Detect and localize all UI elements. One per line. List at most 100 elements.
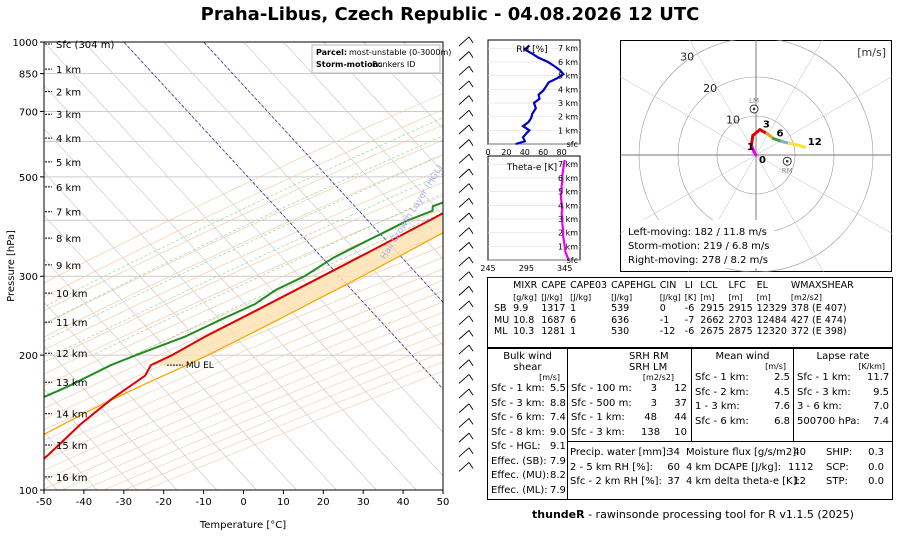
table-cell: EL [756,280,768,291]
y-tick-label: 100 [19,486,38,497]
list-item: 500700 hPa: 7.4 [797,415,889,430]
list-item-value: 500700 hPa: [797,415,860,427]
wind-barb [458,168,470,179]
list-item: Sfc - 1 km: 5.5 [491,382,566,397]
table-cell: [J/kg] [611,292,633,302]
x-tick-label: 40 [397,497,410,508]
table-cell: 636 [611,314,630,326]
list-item-value: Sfc - 3 km: [797,386,851,398]
list-item-value: 37 [667,476,680,487]
ring-label: 30 [680,50,694,63]
table-cell: 539 [611,303,630,314]
wind-barb-flag [468,388,474,396]
x-tick-label: 20 [317,497,330,508]
theta-e-title: Theta-e [K] [506,163,557,173]
wind-barb [458,124,470,135]
list-item-value: Sfc - HGL: [491,441,541,452]
profile-level-label: sfc [567,256,578,265]
height-label: 2 km [56,88,81,99]
legend-parcel-label: Parcel: [316,48,347,57]
wind-barb-flag [468,80,474,88]
height-label: 1 km [56,65,81,76]
list-item-value: 48 [644,412,657,423]
dry-adiabat [44,195,443,375]
y-tick-label: 300 [19,272,38,283]
list-item-value: Sfc - 2 km: [695,386,749,398]
profile-level-label: 7 km [558,160,578,169]
table-cell: 12329 [756,303,787,314]
dry-adiabat [124,361,443,490]
x-tick-label: -10 [195,497,211,508]
hodograph-height-label: 1 [747,142,754,153]
hodograph-spoke [755,40,823,156]
dry-adiabat [44,93,443,284]
list-item: Effec. (ML): 7.9 [491,484,566,499]
list-item-value: 6.8 [774,415,790,427]
isotherm [123,42,443,390]
profile-level-label: 6 km [558,174,578,183]
list-item: 1 - 3 km: 7.6 [695,400,790,415]
list-item-value: 0.0 [868,461,884,473]
list-item-value: 9.1 [550,441,566,452]
table-cell: MU [494,314,510,326]
profile-x-tick: 345 [557,264,572,273]
list-item: Sfc - 2 km RH [%]: 37 [570,475,682,490]
height-label: 7 km [56,208,81,219]
wind-barb [458,330,470,340]
height-label: 12 km [56,349,87,360]
parameters-table: MIXR CAPE CAPE03 CAPEHGL CIN LI LCL LFC EL WMAXSH… [487,277,893,348]
srh-panel: SRH RM SRH LM [m2/s2] Sfc - 100 m: 3 12 Sfc… [567,348,692,442]
list-item-value: 8.8 [550,397,566,409]
list-item: Sfc - 1 km: 11.7 [797,371,889,386]
profile-level-label: 2 km [558,229,578,238]
hodograph-height-label: 0 [759,155,766,166]
table-cell: LI [684,280,693,291]
table-cell: MIXR [513,280,538,291]
dry-adiabat [103,352,443,490]
list-item-value: 10 [674,426,687,438]
wind-barb-flag [468,66,474,73]
hodograph-units: [m/s] [857,46,886,59]
wind-barb-flag [468,432,474,440]
isotherm [44,84,417,490]
x-tick-label: -20 [156,497,172,508]
wind-barb-flag [468,198,474,205]
list-item-value: SHIP: [826,447,853,458]
profile-line [515,44,566,146]
list-item-value: Sfc - 6 km: [695,415,749,427]
wind-barb-flag [468,124,474,132]
list-item-value: Effec. (SB): [491,455,547,467]
profile-level-label: 5 km [558,188,578,197]
wind-barb-flag [468,36,474,44]
mean-wind-title: Mean wind [715,351,770,362]
table-cell: 2703 [728,314,753,326]
profile-level-label: sfc [567,140,578,149]
list-item-value: 5.5 [550,383,566,394]
dry-adiabat [44,279,443,451]
dry-adiabat [44,257,443,431]
list-item-value: 3 [650,383,657,394]
height-label: 13 km [56,378,87,389]
list-item-value: 34 [667,447,680,458]
wind-barb-flag [468,344,474,352]
page-title: Praha-Libus, Czech Republic - 04.08.2026… [200,4,700,25]
list-item-value: 138 [641,426,661,438]
dry-adiabat [44,154,443,338]
table-cell: 0 [659,303,666,314]
srh-rm-header: SRH RM [629,351,669,362]
table-cell: CAPEHGL [611,280,656,291]
wind-barb [458,153,470,164]
rm-label: RM [782,167,793,175]
mean-wind-panel: Mean wind [m/s] Sfc - 1 km: 2.5 Sfc - 2 km… [691,348,794,442]
profile-x-tick: 295 [519,264,534,273]
isotherm [44,258,257,490]
list-item: Sfc - 8 km: 9.0 [491,426,566,441]
list-item-value: 0.3 [868,447,884,458]
table-cell: [J/kg] [541,292,563,302]
table-cell: [m] [728,292,743,302]
table-cell: -12 [659,326,676,337]
list-item-value: 8.2 [550,470,566,481]
x-axis-label: Temperature [°C] [199,520,286,531]
wind-barb-flag [468,212,474,220]
theta-e-profile-chart: Theta-e [K] sfc 1 km 2 km 3 km 4 km 5 km 6 km 7… [480,155,581,273]
